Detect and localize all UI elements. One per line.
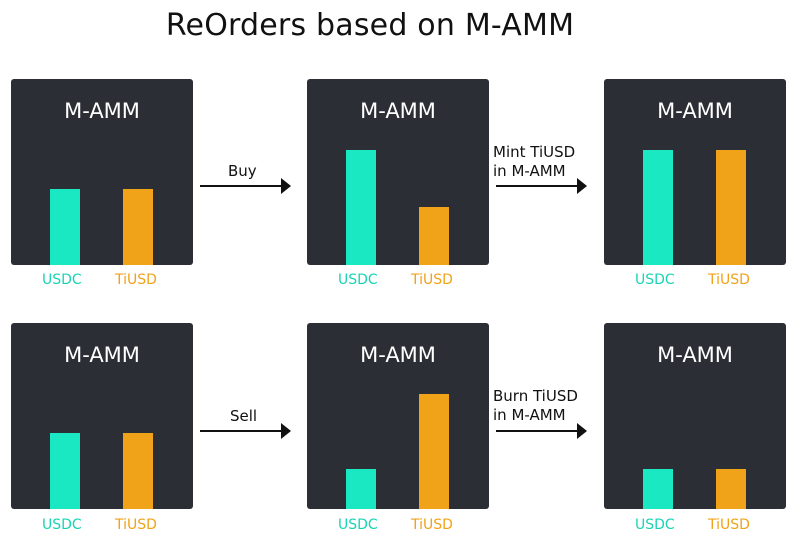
- tiusd-label: TiUSD: [115, 272, 157, 288]
- arrow-label-line1: Burn TiUSD: [493, 387, 578, 405]
- page-title: ReOrders based on M-AMM: [165, 8, 575, 43]
- tiusd-bar: [419, 207, 449, 265]
- usdc-label: USDC: [635, 272, 675, 288]
- tiusd-label: TiUSD: [115, 517, 157, 533]
- card-title: M-AMM: [64, 99, 140, 123]
- usdc-label: USDC: [338, 517, 378, 533]
- tiusd-label: TiUSD: [708, 517, 750, 533]
- usdc-bar: [346, 469, 376, 509]
- tiusd-label: TiUSD: [708, 272, 750, 288]
- tiusd-label: TiUSD: [411, 272, 453, 288]
- arrow-right-icon: [200, 178, 291, 194]
- arrow-label-sell: Sell: [230, 407, 257, 426]
- tiusd-bar: [419, 394, 449, 509]
- tiusd-bar: [123, 433, 153, 509]
- arrow-label-mint: Mint TiUSD in M-AMM: [493, 143, 575, 181]
- amm-card-row1-initial: M-AMM: [11, 79, 193, 265]
- arrow-label-line1: Buy: [228, 162, 257, 180]
- amm-card-row2-after-sell: M-AMM: [307, 323, 489, 509]
- amm-card-row1-after-mint: M-AMM: [604, 79, 786, 265]
- amm-card-row2-initial: M-AMM: [11, 323, 193, 509]
- tiusd-bar: [123, 189, 153, 265]
- usdc-label: USDC: [635, 517, 675, 533]
- arrow-label-burn: Burn TiUSD in M-AMM: [493, 387, 578, 425]
- usdc-label: USDC: [42, 517, 82, 533]
- tiusd-bar: [716, 469, 746, 509]
- usdc-bar: [643, 150, 673, 265]
- arrow-right-icon: [496, 178, 587, 194]
- usdc-bar: [50, 189, 80, 265]
- arrow-label-line1: Mint TiUSD: [493, 143, 576, 161]
- arrow-label-line2: in M-AMM: [493, 162, 566, 180]
- amm-card-row2-after-burn: M-AMM: [604, 323, 786, 509]
- card-title: M-AMM: [360, 343, 436, 367]
- card-title: M-AMM: [657, 343, 733, 367]
- amm-card-row1-after-buy: M-AMM: [307, 79, 489, 265]
- card-title: M-AMM: [64, 343, 140, 367]
- usdc-label: USDC: [42, 272, 82, 288]
- card-title: M-AMM: [657, 99, 733, 123]
- tiusd-label: TiUSD: [411, 517, 453, 533]
- tiusd-bar: [716, 150, 746, 265]
- arrow-right-icon: [496, 423, 587, 439]
- card-title: M-AMM: [360, 99, 436, 123]
- usdc-bar: [346, 150, 376, 265]
- usdc-bar: [50, 433, 80, 509]
- arrow-label-line1: Sell: [230, 407, 258, 425]
- usdc-bar: [643, 469, 673, 509]
- arrow-right-icon: [200, 423, 291, 439]
- usdc-label: USDC: [338, 272, 378, 288]
- arrow-label-line2: in M-AMM: [493, 406, 566, 424]
- arrow-label-buy: Buy: [228, 162, 257, 181]
